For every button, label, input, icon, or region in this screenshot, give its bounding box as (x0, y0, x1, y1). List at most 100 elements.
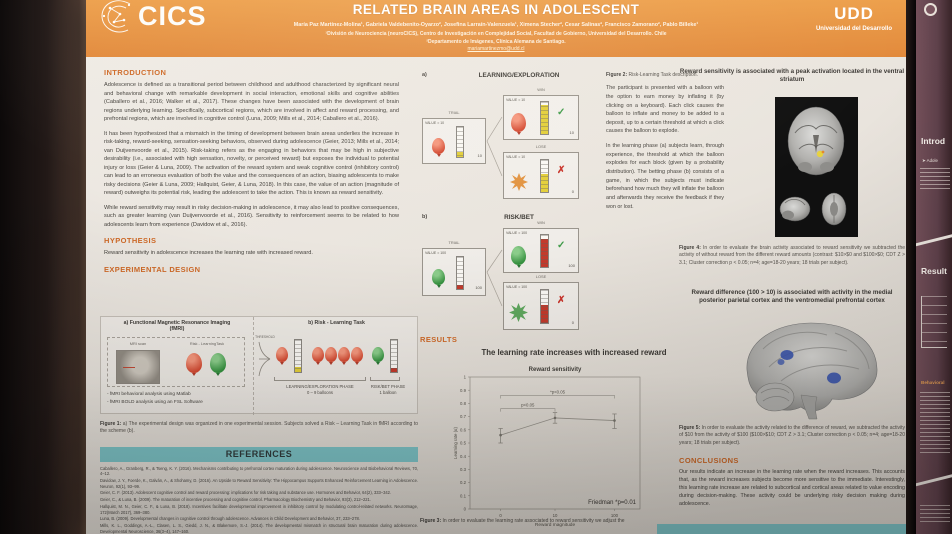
svg-text:Reward sensitivity: Reward sensitivity (529, 367, 582, 373)
figure2-paragraph-1: The participant is presented with a ball… (606, 85, 724, 135)
threshold-funnel-icon (258, 341, 271, 377)
figure5-caption-prefix: Figure 5: (679, 425, 701, 431)
deposit-ladder-red (540, 234, 549, 268)
panel-a-title: Functional Magnetic Resonance Imaging (129, 320, 231, 326)
svg-text:0.1: 0.1 (460, 493, 467, 498)
mri-scanner-image (116, 350, 160, 384)
results-section: RESULTS The learning rate increases with… (420, 335, 728, 528)
cross-icon: ✗ (557, 295, 566, 306)
svg-text:0: 0 (464, 507, 467, 512)
reference-item: Geier, C. F. (2013). Adolescent cognitiv… (100, 490, 392, 496)
neighbor-intro-heading: Introd (921, 136, 946, 146)
learning-rate-chart: 00.10.20.30.40.50.60.70.80.910 10 100Rewar… (453, 367, 641, 528)
lose-box-learning: VALUE = 10 ✗ 0 (503, 152, 579, 199)
red-balloon-icon (351, 347, 363, 362)
figure2-caption-prefix: Figure 2: (606, 72, 628, 78)
neighbor-footer-lines (920, 505, 950, 525)
panel-b-label: b) (308, 320, 314, 326)
fmri-slices-figure (775, 97, 858, 237)
figure4-caption-prefix: Figure 4: (679, 245, 701, 251)
affiliation-1: ¹División de Neurociencia (neuroCICS), C… (325, 31, 667, 37)
svg-text:Reward magnitude: Reward magnitude (535, 522, 576, 528)
neighbor-text-lines (920, 392, 950, 454)
neighbor-divider-stripe (916, 471, 952, 488)
svg-text:0.3: 0.3 (460, 467, 467, 472)
deposit-ladder-red (390, 339, 398, 373)
reference-item: Hallquist, M. N., Geier, C. F., & Luna, … (100, 504, 418, 515)
poster-gap-shadow (906, 0, 916, 534)
svg-text:Learning rate (α): Learning rate (α) (453, 427, 458, 459)
contact-email: mariamartinezmo@udd.cl (467, 46, 525, 52)
hypothesis-text: Reward sensitivity in adolescence increa… (104, 250, 313, 256)
poster-header: CICS RELATED BRAIN AREAS IN ADOLESCENT M… (86, 0, 906, 57)
references-list: Caballero, A., Granberg, R., & Tseng, K.… (100, 466, 418, 534)
introduction-paragraph-1: Adolescence is defined as a transitional… (104, 82, 399, 122)
figure3-caption: Figure 3: In order to evaluate the learn… (420, 518, 625, 524)
neighbor-behavioral-heading: Behavioral (921, 380, 945, 385)
task-b-label: b) (422, 214, 428, 220)
svg-text:0.2: 0.2 (460, 480, 467, 485)
svg-text:100: 100 (611, 513, 619, 518)
intro-column: INTRODUCTION Adolescence is defined as a… (104, 68, 399, 278)
reference-item: Davidow, J. Y., Foerde, K., Galván, A., … (100, 478, 418, 489)
reference-item: Caballero, A., Granberg, R., & Tseng, K.… (100, 466, 418, 477)
svg-text:0.4: 0.4 (460, 454, 467, 459)
mri-scan-label: MRI scan (129, 341, 147, 346)
university-name: Universidad del Desarrollo (815, 26, 892, 32)
neighbor-divider-stripe (916, 231, 952, 248)
poster: CICS RELATED BRAIN AREAS IN ADOLESCENT M… (86, 0, 906, 534)
finding2-title: Reward difference (100 > 10) is associat… (691, 289, 893, 305)
task-label: Risk - LearningTask (189, 341, 225, 346)
panel-b-title: Risk - Learning Task (314, 320, 365, 326)
hypothesis-heading: HYPOTHESIS (104, 236, 157, 245)
win-box-bet: VALUE = 100 ✓ 100 (503, 228, 579, 273)
svg-text:*p<0.05: *p<0.05 (550, 389, 566, 394)
phase1-sub: 0 – 9 balloons (306, 389, 334, 395)
svg-text:p<0.05: p<0.05 (521, 403, 535, 408)
reference-item: Geier, C., & Luna, B. (2009). The matura… (100, 497, 371, 503)
task-a-label: a) (422, 72, 427, 78)
analysis-bullet-1: - fMRI behavioral analysis using Matlab (107, 392, 191, 397)
neighbor-text-lines (920, 168, 950, 190)
figure3-caption-prefix: Figure 3: (420, 518, 442, 524)
introduction-heading: INTRODUCTION (104, 68, 167, 77)
deposit-ladder-red (456, 256, 464, 290)
phase1-label: LEARNING/EXPLORATION PHASE (286, 384, 354, 389)
udd-logo: UDD Universidad del Desarrollo (816, 4, 892, 32)
right-column: Reward sensitivity is associated with a … (679, 68, 905, 534)
finding1-title: Reward sensitivity is associated with a … (679, 68, 905, 84)
reference-item: Mills, K. L., Goddings, A.-L., Clasen, L… (100, 523, 418, 534)
phase2-bracket (370, 377, 400, 381)
svg-text:0.8: 0.8 (460, 401, 467, 406)
svg-text:Friedman *p=0.01: Friedman *p=0.01 (588, 500, 637, 506)
sagittal-brain-figure (746, 322, 878, 420)
trial-box-learning: VALUE = 10 10 (422, 118, 486, 164)
phase2-label: RISK/BET PHASE (370, 384, 406, 389)
deposit-ladder-yellow (456, 126, 464, 158)
lose-label: LOSE (535, 144, 547, 149)
poster-title: RELATED BRAIN AREAS IN ADOLESCENT (352, 2, 640, 17)
task-a-title: LEARNING/EXPLORATION (478, 72, 560, 79)
popped-balloon-icon (510, 173, 528, 191)
popped-balloon-icon (509, 303, 528, 322)
panel-a-label: a) (123, 320, 129, 326)
svg-text:0.9: 0.9 (460, 388, 467, 393)
figure1-experimental-design: a) Functional Magnetic Resonance Imaging… (100, 316, 418, 415)
references-heading: REFERENCES (100, 447, 418, 462)
lose-label: LOSE (535, 274, 547, 279)
lose-box-bet: VALUE = 100 ✗ 0 (503, 282, 579, 330)
introduction-paragraph-2: It has been hypothesized that a mismatch… (104, 130, 399, 197)
neighbor-mini-chart (921, 296, 947, 348)
introduction-paragraph-3: While reward sensitivity may result in r… (104, 204, 399, 228)
green-balloon-icon (210, 353, 226, 373)
check-icon: ✓ (557, 107, 566, 118)
svg-text:0.7: 0.7 (460, 414, 467, 419)
green-balloon-icon (511, 246, 526, 265)
results-heading: RESULTS (420, 335, 458, 344)
experimental-design-heading: EXPERIMENTAL DESIGN (104, 264, 201, 274)
conclusions-text: Our results indicate an increase in the … (679, 469, 905, 508)
neighbor-intro-bullet: ➤ Adole (922, 158, 938, 163)
svg-text:1: 1 (464, 375, 467, 380)
trial-box-bet: VALUE = 100 100 (422, 248, 486, 296)
